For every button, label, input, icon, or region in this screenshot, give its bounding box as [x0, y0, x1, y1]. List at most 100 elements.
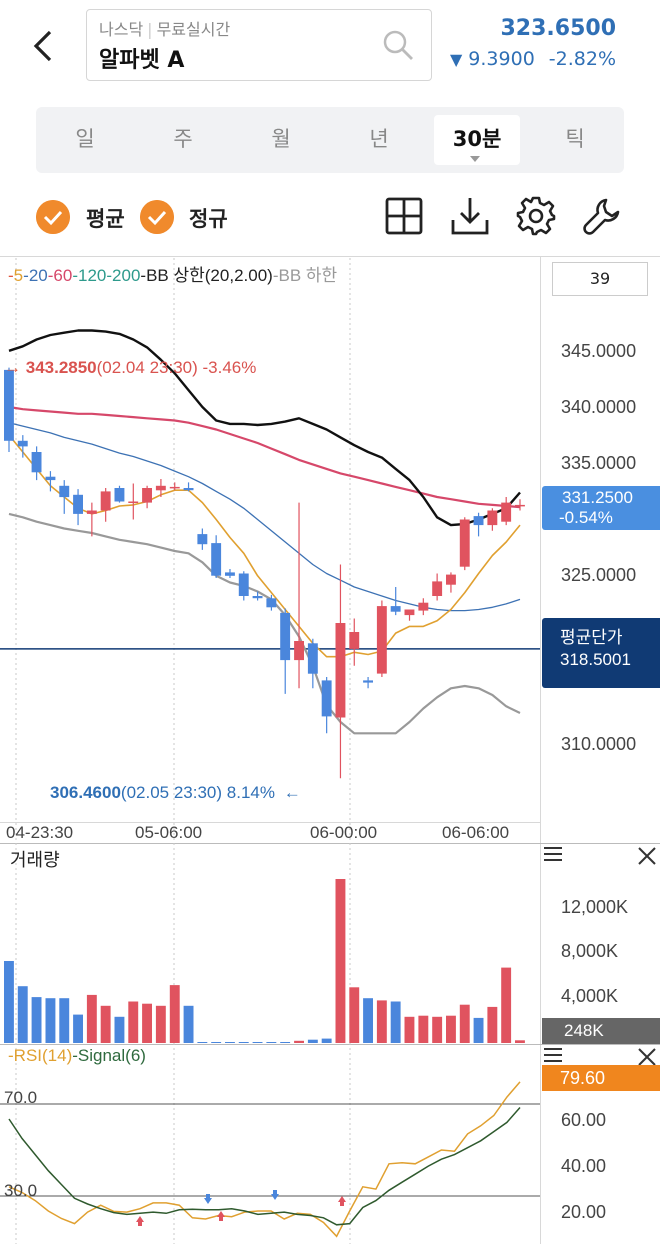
candle-body: [238, 573, 249, 596]
candle-body: [515, 504, 525, 507]
volume-bar: [211, 1042, 222, 1043]
search-icon[interactable]: [381, 28, 415, 62]
candle-body: [128, 501, 139, 503]
volume-title: 거래량: [10, 850, 60, 871]
legend-item: 60: [53, 266, 73, 285]
tab-6[interactable]: 틱: [565, 127, 585, 151]
candle-body: [169, 486, 180, 489]
legend-item: 5: [13, 266, 24, 285]
candle-body: [501, 502, 512, 522]
rsi-level-label: 30.0: [4, 1181, 38, 1200]
volume-bar: [59, 998, 70, 1043]
volume-bar: [128, 1001, 139, 1043]
rsi-line: [8, 1081, 521, 1238]
price-legend: -5-20-60-120-200-BB 상한(20,2.00)-BB 하한: [8, 266, 338, 285]
signal-arrow-icon: [204, 1198, 212, 1204]
search-box[interactable]: 나스닥 | 무료실시간 알파벳 A: [86, 9, 432, 81]
bb-upper-line: [8, 329, 521, 527]
ma20-line: [8, 422, 521, 612]
ma60-line: [8, 405, 521, 509]
rsi-legend: -RSI(14)-Signal(6): [8, 1046, 146, 1065]
candle-body: [45, 476, 56, 481]
volume-bar: [197, 1042, 208, 1043]
gear-icon[interactable]: [516, 196, 556, 236]
price-change: ▼ 9.3900 -2.82%: [449, 48, 616, 70]
volume-bar: [73, 1014, 83, 1043]
signal-arrow-icon: [206, 1194, 210, 1199]
close-icon[interactable]: [637, 1047, 657, 1067]
candle-body: [432, 581, 443, 596]
avg-checkbox-icon[interactable]: [36, 200, 70, 234]
volume-bar: [515, 1040, 525, 1043]
tab-4[interactable]: 년: [369, 127, 389, 151]
candle-body: [335, 623, 346, 718]
tab-5[interactable]: 30분: [434, 115, 520, 165]
y-tick-label: 325.0000: [561, 565, 637, 585]
legend-item: BB 상한(20,2.00): [146, 266, 273, 285]
volume-bar: [307, 1039, 318, 1043]
candle-body: [183, 488, 194, 491]
signal-arrow-icon: [136, 1216, 144, 1222]
period-input[interactable]: 39: [552, 262, 648, 296]
signal-arrow-icon: [273, 1190, 277, 1195]
wrench-icon[interactable]: [582, 196, 622, 236]
candle-body: [31, 452, 42, 473]
menu-icon[interactable]: [544, 847, 562, 861]
avg-cost-tag: 평균단가 318.5001: [542, 618, 660, 688]
y-tick-label: 345.0000: [561, 341, 637, 361]
rsi-y-tick: 20.00: [561, 1202, 607, 1222]
market-label: 나스닥 | 무료실시간: [99, 20, 231, 39]
volume-bar: [349, 987, 360, 1043]
volume-y-tick: 8,000K: [561, 941, 619, 961]
candle-body: [252, 596, 263, 599]
tab-3[interactable]: 월: [271, 127, 291, 151]
volume-bar: [432, 1016, 443, 1043]
legend-item: 200: [112, 266, 141, 285]
signal-arrow-icon: [219, 1216, 223, 1221]
tab-1[interactable]: 일: [75, 127, 95, 151]
back-chevron-icon[interactable]: [22, 22, 66, 70]
volume-bar: [169, 985, 180, 1043]
candle-body: [266, 598, 277, 608]
candle-body: [459, 519, 470, 567]
candle-body: [17, 440, 28, 447]
regular-checkbox-label[interactable]: 정규: [189, 207, 228, 231]
signal-arrow-icon: [271, 1194, 279, 1200]
signal-line: [8, 1107, 521, 1226]
candle-body: [349, 632, 360, 649]
download-icon[interactable]: [450, 196, 490, 236]
volume-bar: [238, 1042, 249, 1043]
volume-y-tick: 4,000K: [561, 986, 619, 1006]
candle-body: [4, 369, 14, 441]
y-axis-border: [540, 256, 541, 1244]
regular-checkbox-icon[interactable]: [140, 200, 174, 234]
volume-bar: [225, 1042, 235, 1043]
bb-lower-line: [8, 512, 521, 735]
volume-bar: [252, 1042, 263, 1043]
signal-arrow-icon: [338, 1196, 346, 1202]
low-annotation: 306.4600(02.05 23:30) 8.14% ←: [50, 783, 301, 802]
avg-checkbox-label[interactable]: 평균: [86, 207, 125, 231]
tab-2[interactable]: 주: [173, 127, 193, 151]
candle-body: [73, 494, 83, 514]
volume-bar: [17, 986, 28, 1043]
candle-body: [280, 612, 291, 661]
candle-body: [446, 574, 456, 585]
panel-divider: [0, 843, 660, 844]
stock-name: 알파벳 A: [99, 48, 185, 73]
volume-bar: [45, 998, 56, 1043]
legend-item: 120: [78, 266, 107, 285]
volume-bar: [459, 1004, 470, 1043]
volume-bar: [487, 1006, 498, 1043]
close-icon[interactable]: [637, 846, 657, 866]
grid-layout-icon[interactable]: [384, 196, 424, 236]
volume-bar: [31, 997, 42, 1043]
volume-bar: [404, 1016, 415, 1043]
signal-arrow-icon: [138, 1221, 142, 1226]
volume-bar: [473, 1017, 484, 1043]
menu-icon[interactable]: [544, 1048, 562, 1062]
volume-bar: [266, 1042, 277, 1043]
current-price: 323.6500: [500, 16, 616, 41]
candle-body: [100, 491, 111, 511]
